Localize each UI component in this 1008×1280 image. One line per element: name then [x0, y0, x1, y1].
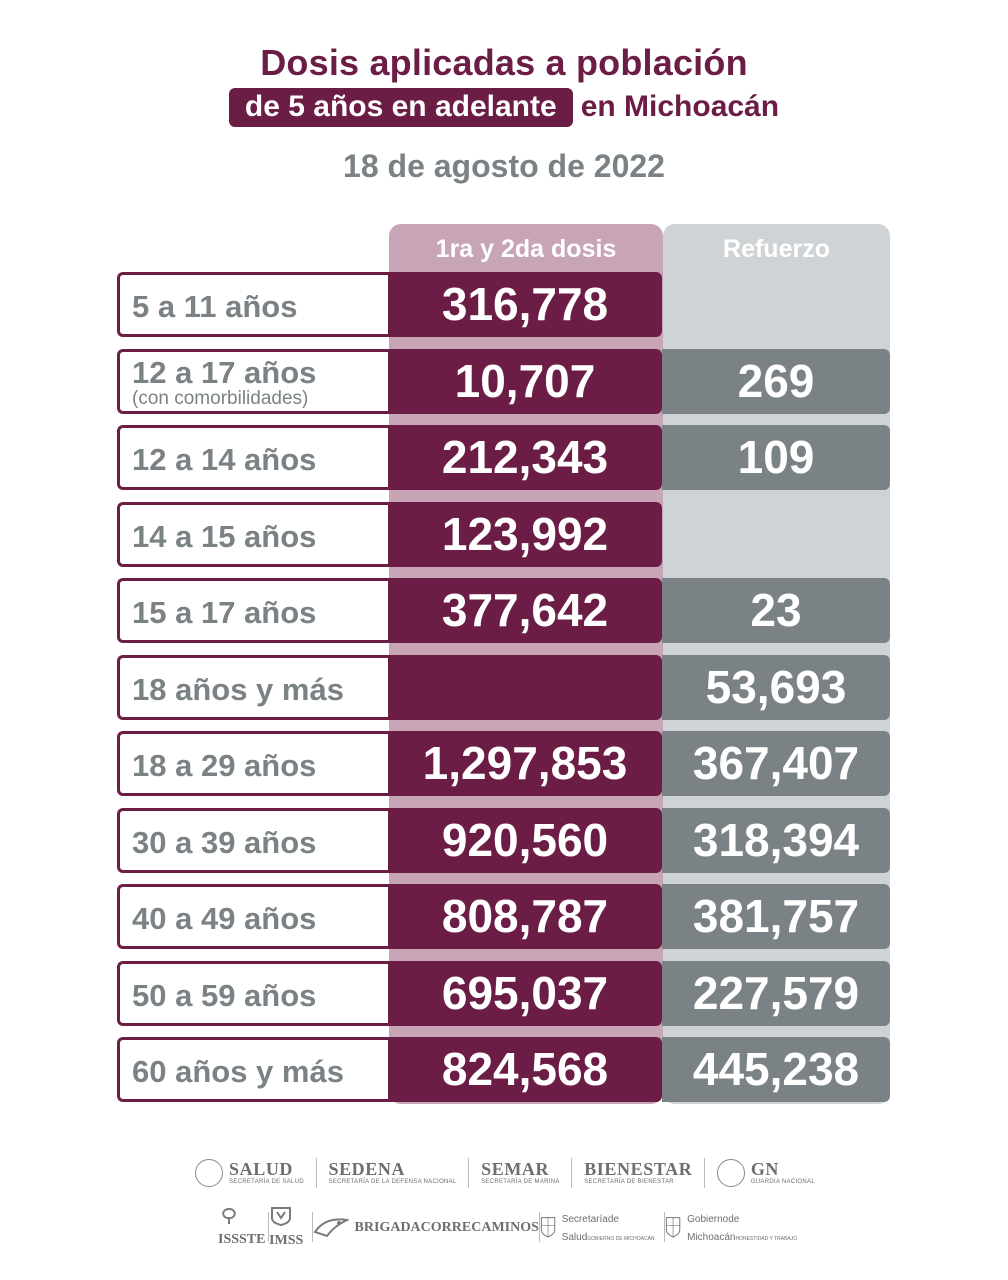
- imss-icon: [271, 1206, 292, 1226]
- age-group-label: 18 a 29 años: [132, 748, 317, 783]
- booster-value: 53,693: [662, 654, 890, 720]
- age-group-cell: 18 a 29 años: [117, 731, 388, 796]
- dose-value: 808,787: [388, 884, 662, 949]
- booster-column-header: Refuerzo: [723, 235, 830, 263]
- bienestar-logo: BIENESTAR SECRETARÍA DE BIENESTAR: [584, 1159, 693, 1185]
- age-group-cell: 12 a 17 años (con comorbilidades): [117, 348, 388, 414]
- michoacan-shield-icon: [665, 1217, 681, 1238]
- dose-value: 123,992: [388, 501, 662, 567]
- title-highlight: de 5 años en adelante: [228, 88, 573, 127]
- brigada-correcaminos-logo: BRIGADACORRECAMINOS: [312, 1214, 539, 1240]
- table-row: 5 a 11 años 316,778: [117, 272, 890, 337]
- age-group-cell: 15 a 17 años: [117, 578, 388, 643]
- institution-logos-row-2: ISSSTE IMSS BRIGADACORRECAMINOS Secretar…: [218, 1205, 798, 1249]
- sedena-logo: SEDENA SECRETARÍA DE LA DEFENSA NACIONAL: [328, 1159, 457, 1185]
- page-subtitle: de 5 años en adelante en Michoacán: [0, 88, 1008, 127]
- divider: [538, 1212, 540, 1242]
- dose-value: 824,568: [388, 1037, 662, 1102]
- booster-value: [662, 272, 890, 337]
- imss-logo: IMSS: [269, 1206, 312, 1249]
- booster-value: 445,238: [662, 1037, 890, 1102]
- report-date: 18 de agosto de 2022: [343, 148, 665, 184]
- table-row: 60 años y más 824,568 445,238: [117, 1037, 890, 1102]
- divider: [315, 1158, 317, 1188]
- institution-logos-row-1: SALUD SECRETARÍA DE SALUD SEDENA SECRETARÍ…: [195, 1155, 815, 1191]
- table-row: 12 a 14 años 212,343 109: [117, 425, 890, 490]
- booster-value: 269: [662, 348, 890, 414]
- age-group-cell: 50 a 59 años: [117, 960, 388, 1026]
- page-title: Dosis aplicadas a población: [260, 42, 748, 83]
- booster-value: 23: [662, 578, 890, 643]
- booster-value: [662, 502, 890, 567]
- dose-value: 212,343: [388, 425, 662, 490]
- age-group-label: 50 a 59 años: [132, 977, 317, 1013]
- age-group-note: (con comorbilidades): [132, 387, 309, 409]
- table-row: 18 años y más 53,693: [117, 654, 890, 720]
- age-group-cell: 60 años y más: [117, 1037, 388, 1102]
- guardia-nacional-logo: GN GUARDIA NACIONAL: [716, 1159, 815, 1187]
- issste-icon: [222, 1207, 236, 1224]
- age-group-label: 40 a 49 años: [132, 901, 317, 936]
- age-group-cell: 12 a 14 años: [117, 425, 388, 490]
- age-group-label: 30 a 39 años: [132, 824, 317, 860]
- secretaria-salud-michoacan-logo: Secretaríade SaludGOBIERNO DE MICHOACÁN: [540, 1209, 665, 1245]
- age-group-cell: 40 a 49 años: [117, 884, 388, 949]
- table-row: 50 a 59 años 695,037 227,579: [117, 960, 890, 1026]
- divider: [704, 1158, 706, 1188]
- title-region: en Michoacán: [580, 90, 780, 123]
- issste-logo: ISSSTE: [218, 1207, 268, 1248]
- age-group-label: 60 años y más: [132, 1054, 344, 1089]
- table-row: 18 a 29 años 1,297,853 367,407: [117, 731, 890, 796]
- age-group-label: 14 a 15 años: [132, 518, 317, 554]
- age-group-label: 15 a 17 años: [132, 595, 317, 630]
- table-row: 30 a 39 años 920,560 318,394: [117, 807, 890, 873]
- gobierno-michoacan-logo: Gobiernode MichoacánHONESTIDAD Y TRABAJO: [665, 1209, 798, 1245]
- dose-column-header: 1ra y 2da dosis: [435, 235, 617, 263]
- dose-value: 1,297,853: [388, 731, 662, 796]
- doses-table: 5 a 11 años 316,778 12 a 17 años (con com…: [117, 272, 890, 1114]
- age-group-cell: 14 a 15 años: [117, 501, 388, 567]
- age-group-label: 18 años y más: [132, 671, 344, 707]
- age-group-cell: 30 a 39 años: [117, 807, 388, 873]
- semar-logo: SEMAR SECRETARÍA DE MARINA: [481, 1159, 560, 1185]
- age-group-cell: 5 a 11 años: [117, 272, 388, 337]
- age-group-cell: 18 años y más: [117, 654, 388, 720]
- michoacan-shield-icon: [540, 1217, 555, 1238]
- divider: [268, 1212, 270, 1242]
- divider: [664, 1212, 665, 1242]
- dose-value: 920,560: [388, 807, 662, 873]
- table-row: 14 a 15 años 123,992: [117, 501, 890, 567]
- dose-value: 377,642: [388, 578, 662, 643]
- age-group-label: 12 a 17 años: [132, 354, 317, 390]
- age-group-label: 12 a 14 años: [132, 442, 317, 477]
- age-group-label: 5 a 11 años: [132, 289, 298, 324]
- table-row: 15 a 17 años 377,642 23: [117, 578, 890, 643]
- gn-emblem-icon: [716, 1159, 745, 1187]
- dose-value: 695,037: [388, 960, 662, 1026]
- divider: [468, 1158, 470, 1188]
- divider: [311, 1212, 313, 1242]
- eagle-emblem-icon: [195, 1159, 223, 1187]
- roadrunner-icon: [312, 1218, 349, 1238]
- dose-value: 316,778: [388, 272, 662, 337]
- dose-value: 10,707: [388, 348, 662, 414]
- table-row: 12 a 17 años (con comorbilidades) 10,707 …: [117, 348, 890, 414]
- booster-value: 227,579: [662, 960, 890, 1026]
- table-row: 40 a 49 años 808,787 381,757: [117, 884, 890, 949]
- booster-value: 367,407: [662, 731, 890, 796]
- booster-value: 109: [662, 425, 890, 490]
- dose-value: [388, 654, 662, 720]
- divider: [571, 1158, 573, 1188]
- salud-logo: SALUD SECRETARÍA DE SALUD: [195, 1159, 304, 1187]
- booster-value: 318,394: [662, 807, 890, 873]
- booster-value: 381,757: [662, 884, 890, 949]
